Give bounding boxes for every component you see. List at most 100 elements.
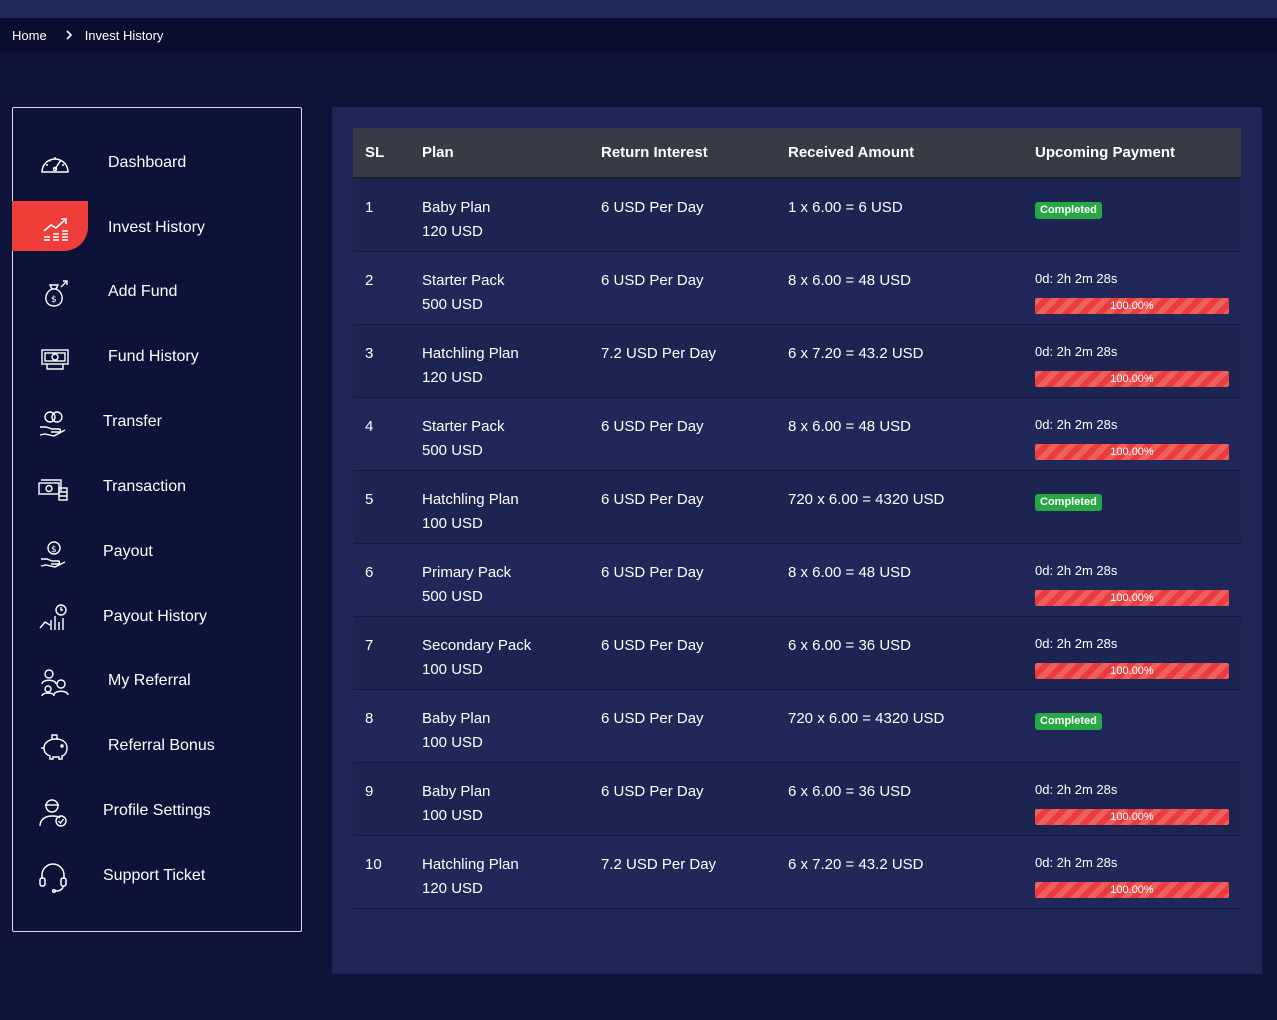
table-row: 2 Starter Pack 500 USD 6 USD Per Day 8 x 6.0… (353, 251, 1241, 324)
invest-history-panel: SL Plan Return Interest Received Amount … (332, 107, 1262, 974)
cell-plan: Starter Pack 500 USD (410, 251, 589, 324)
sidebar-item-transaction[interactable]: Transaction (13, 463, 301, 513)
progress-bar: 100.00% (1035, 297, 1229, 314)
countdown-timer: 0d: 2h 2m 28s (1035, 562, 1118, 578)
countdown-timer: 0d: 2h 2m 28s (1035, 854, 1118, 870)
cell-sl: 8 (365, 709, 374, 727)
sidebar-item-support-ticket[interactable]: Support Ticket (13, 852, 301, 902)
sidebar-item-label: Referral Bonus (108, 737, 215, 754)
plan-amount: 100 USD (422, 733, 483, 751)
sidebar-item-payout[interactable]: $ Payout (13, 528, 301, 578)
countdown-timer: 0d: 2h 2m 28s (1035, 270, 1118, 286)
plan-name: Hatchling Plan (422, 490, 519, 508)
sidebar-item-fund-history[interactable]: Fund History (13, 333, 301, 383)
progress-bar: 100.00% (1035, 881, 1229, 898)
svg-text:$: $ (51, 545, 57, 555)
table-row: 3 Hatchling Plan 120 USD 7.2 USD Per Day 6 x… (353, 324, 1241, 397)
cell-return-interest: 6 USD Per Day (601, 709, 704, 727)
cell-upcoming-payment: 0d: 2h 2m 28s 100.00% (1023, 324, 1241, 397)
cell-return-interest: 6 USD Per Day (601, 199, 704, 216)
plan-name: Baby Plan (422, 199, 491, 216)
cell-plan: Hatchling Plan 120 USD (410, 324, 589, 397)
countdown-timer: 0d: 2h 2m 28s (1035, 635, 1118, 651)
sidebar-item-transfer[interactable]: Transfer (13, 398, 301, 448)
progress-bar: 100.00% (1035, 662, 1229, 679)
progress-bar: 100.00% (1035, 589, 1229, 606)
table-row: 5 Hatchling Plan 100 USD 6 USD Per Day 720 x… (353, 470, 1241, 543)
table-row: 1 Baby Plan 120 USD 6 USD Per Day 1 x 6.00 =… (353, 178, 1241, 251)
cell-sl: 9 (365, 782, 374, 800)
cell-plan: Secondary Pack 100 USD (410, 616, 589, 689)
invest-history-table: SL Plan Return Interest Received Amount … (353, 128, 1241, 909)
sidebar-item-add-fund[interactable]: $ Add Fund (13, 268, 301, 318)
headset-icon (37, 861, 69, 893)
table-row: 10 Hatchling Plan 120 USD 7.2 USD Per Day 6 … (353, 835, 1241, 908)
cell-return-interest: 6 USD Per Day (601, 490, 704, 508)
plan-amount: 100 USD (422, 660, 483, 678)
cell-upcoming-payment: Completed (1023, 689, 1241, 762)
plan-name: Baby Plan (422, 709, 491, 727)
sidebar-item-label: Payout History (103, 608, 208, 625)
sidebar-item-label: Dashboard (108, 154, 187, 171)
sidebar-item-referral-bonus[interactable]: Referral Bonus (13, 722, 301, 772)
cell-plan: Hatchling Plan 100 USD (410, 470, 589, 543)
sidebar-item-my-referral[interactable]: My Referral (13, 657, 301, 707)
sidebar: Dashboard Invest History $ Add Fund Fund… (12, 107, 302, 932)
cell-upcoming-payment: 0d: 2h 2m 28s 100.00% (1023, 835, 1241, 908)
status-badge: Completed (1035, 712, 1102, 730)
sidebar-item-label: Payout (103, 543, 153, 560)
table-header-row: SL Plan Return Interest Received Amount … (353, 128, 1241, 179)
cell-upcoming-payment: 0d: 2h 2m 28s 100.00% (1023, 762, 1241, 835)
cell-return-interest: 6 USD Per Day (601, 417, 704, 435)
plan-amount: 120 USD (422, 223, 483, 240)
cell-received-amount: 8 x 6.00 = 48 USD (788, 271, 911, 289)
coins-hand-icon (37, 407, 69, 439)
plan-name: Secondary Pack (422, 636, 532, 654)
plan-name: Hatchling Plan (422, 344, 519, 362)
sidebar-item-profile-settings[interactable]: Profile Settings (13, 787, 301, 837)
cell-received-amount: 1 x 6.00 = 6 USD (788, 199, 903, 216)
cell-sl: 1 (365, 199, 374, 216)
speedometer-icon (39, 148, 71, 180)
cell-received-amount: 8 x 6.00 = 48 USD (788, 563, 911, 581)
progress-bar: 100.00% (1035, 808, 1229, 825)
plan-name: Starter Pack (422, 271, 505, 289)
chevron-right-icon (65, 30, 73, 40)
plan-amount: 100 USD (422, 514, 483, 532)
cell-upcoming-payment: 0d: 2h 2m 28s 100.00% (1023, 397, 1241, 470)
sidebar-item-dashboard[interactable]: Dashboard (13, 139, 301, 189)
cell-plan: Baby Plan 100 USD (410, 762, 589, 835)
sidebar-item-label: Fund History (108, 348, 199, 365)
table-row: 8 Baby Plan 100 USD 6 USD Per Day 720 x 6.00… (353, 689, 1241, 762)
user-settings-icon (37, 796, 69, 828)
sidebar-item-payout-history[interactable]: Payout History (13, 593, 301, 643)
top-bar (0, 0, 1277, 18)
sidebar-item-label: Profile Settings (103, 802, 211, 819)
sidebar-item-label: Support Ticket (103, 867, 206, 884)
cell-upcoming-payment: Completed (1023, 470, 1241, 543)
progress-bar: 100.00% (1035, 443, 1229, 460)
cell-received-amount: 6 x 6.00 = 36 USD (788, 782, 911, 800)
cell-plan: Baby Plan 120 USD (410, 178, 589, 251)
plan-amount: 500 USD (422, 295, 483, 313)
status-badge: Completed (1035, 202, 1102, 219)
piggy-bank-icon (39, 731, 71, 763)
sidebar-item-label: My Referral (108, 672, 191, 689)
cell-return-interest: 6 USD Per Day (601, 782, 704, 800)
cell-sl: 4 (365, 417, 374, 435)
countdown-timer: 0d: 2h 2m 28s (1035, 416, 1118, 432)
cell-received-amount: 8 x 6.00 = 48 USD (788, 417, 911, 435)
table-row: 4 Starter Pack 500 USD 6 USD Per Day 8 x 6.0… (353, 397, 1241, 470)
sidebar-item-invest-history[interactable]: Invest History (12, 201, 301, 254)
breadcrumb-current: Invest History (84, 27, 164, 43)
cell-plan: Primary Pack 500 USD (410, 543, 589, 616)
chart-growth-icon (40, 213, 72, 245)
plan-name: Starter Pack (422, 417, 505, 435)
status-badge: Completed (1035, 493, 1102, 511)
plan-name: Baby Plan (422, 782, 491, 800)
plan-amount: 500 USD (422, 587, 483, 605)
table-row: 9 Baby Plan 100 USD 6 USD Per Day 6 x 6.00 =… (353, 762, 1241, 835)
breadcrumb-home-link[interactable]: Home (12, 27, 47, 43)
banknote-icon (39, 342, 71, 374)
column-header-upcoming-payment: Upcoming Payment (1023, 128, 1241, 179)
